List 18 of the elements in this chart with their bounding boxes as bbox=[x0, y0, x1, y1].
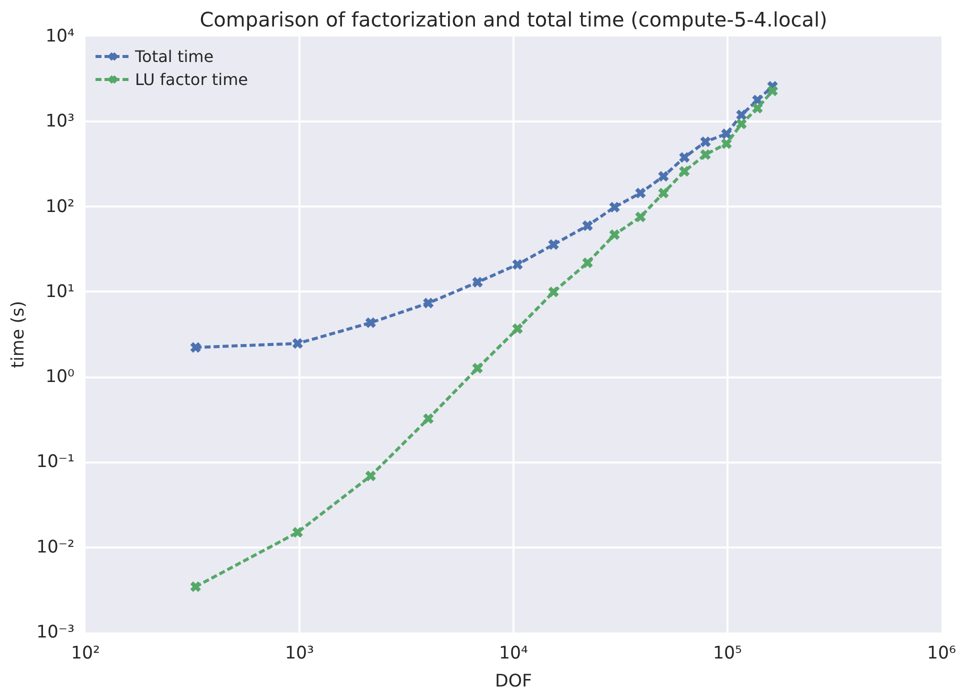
legend-label: LU factor time bbox=[135, 70, 248, 88]
x-tick-label: 10³ bbox=[285, 644, 314, 664]
legend-label: Total time bbox=[135, 46, 214, 66]
x-tick-label: 10⁶ bbox=[927, 644, 956, 664]
y-tick-label: 10⁴ bbox=[46, 26, 75, 46]
y-tick-label: 10² bbox=[46, 196, 75, 217]
y-tick-label: 10¹ bbox=[46, 282, 75, 302]
y-tick-label: 10⁻³ bbox=[36, 622, 75, 642]
x-tick-label: 10⁵ bbox=[713, 644, 742, 664]
y-tick-label: 10⁻¹ bbox=[36, 452, 75, 472]
x-tick-label: 10² bbox=[71, 644, 100, 664]
y-tick-label: 10³ bbox=[46, 112, 75, 132]
y-tick-label: 10⁻² bbox=[36, 537, 75, 558]
x-tick-label: 10⁴ bbox=[499, 644, 528, 664]
y-tick-label: 10⁰ bbox=[46, 367, 75, 388]
chart-title: Comparison of factorization and total time (compute-5-4.local) bbox=[200, 8, 828, 32]
x-axis-title: DOF bbox=[495, 672, 532, 692]
y-axis-title: time (s) bbox=[8, 300, 28, 368]
